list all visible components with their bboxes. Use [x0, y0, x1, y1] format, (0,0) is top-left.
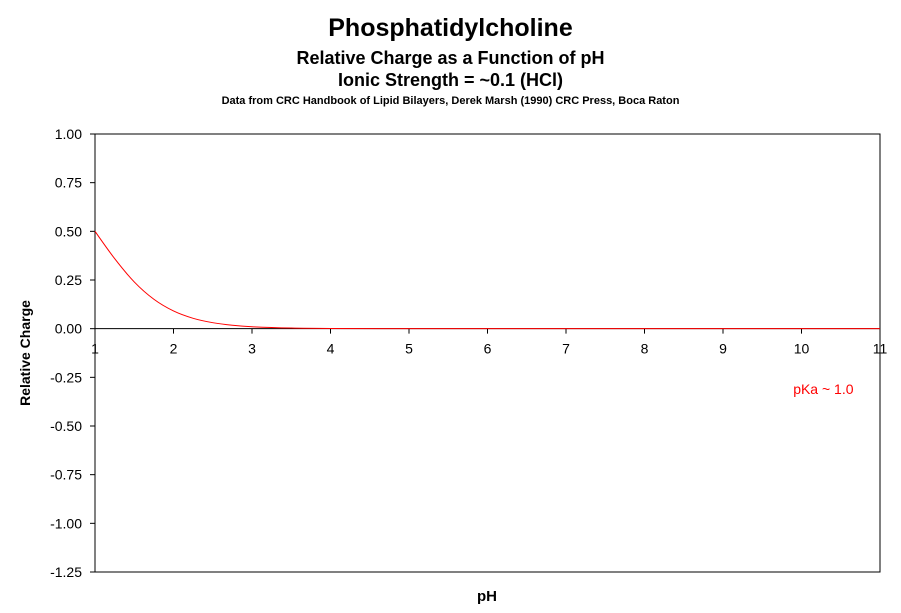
y-tick-label: 0.00 [55, 321, 82, 337]
x-tick-label: 2 [170, 341, 178, 357]
y-tick-label: -0.25 [50, 369, 82, 385]
y-tick-label: -1.25 [50, 564, 82, 580]
y-tick-label: 1.00 [55, 126, 82, 142]
x-tick-label: 9 [719, 341, 727, 357]
y-tick-label: 0.75 [55, 175, 82, 191]
x-tick-label: 3 [248, 341, 256, 357]
x-tick-label: 5 [405, 341, 413, 357]
y-tick-label: -0.75 [50, 467, 82, 483]
y-axis-label: Relative Charge [17, 300, 33, 406]
pka-annotation: pKa ~ 1.0 [793, 381, 854, 397]
x-tick-label: 1 [91, 341, 99, 357]
plot-area-border [94, 133, 881, 573]
x-tick-label: 7 [562, 341, 570, 357]
charge-curve [94, 231, 880, 330]
chart-title: Phosphatidylcholine [328, 14, 573, 42]
y-tick-label: 0.25 [55, 272, 82, 288]
x-axis-label: pH [477, 588, 497, 605]
chart-subtitle: Relative Charge as a Function of pH [296, 48, 605, 68]
x-tick-label: 11 [873, 341, 888, 357]
chart-subtitle-ionic-strength: Ionic Strength = ~0.1 (HCl) [337, 70, 564, 90]
chart-source-note: Data from CRC Handbook of Lipid Bilayers… [221, 95, 680, 107]
y-tick-label: -1.00 [50, 515, 82, 531]
y-tick-label: 0.50 [55, 223, 82, 239]
x-tick-label: 4 [327, 341, 335, 357]
x-tick-label: 10 [794, 341, 810, 357]
y-tick-label: -0.50 [50, 418, 82, 434]
x-tick-label: 8 [641, 341, 649, 357]
x-tick-label: 6 [484, 341, 492, 357]
